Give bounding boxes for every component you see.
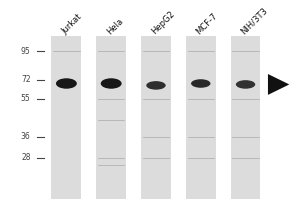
Text: 28: 28 — [21, 153, 31, 162]
Text: MCF-7: MCF-7 — [194, 11, 219, 36]
Ellipse shape — [56, 78, 77, 89]
Text: 95: 95 — [21, 47, 31, 56]
Text: Jurkat: Jurkat — [60, 12, 84, 36]
Bar — [141, 36, 171, 199]
Text: 55: 55 — [21, 94, 31, 103]
Text: 72: 72 — [21, 75, 31, 84]
Ellipse shape — [146, 81, 166, 90]
Bar — [186, 36, 216, 199]
Bar — [52, 36, 81, 199]
Text: Hela: Hela — [105, 16, 125, 36]
Text: 36: 36 — [21, 132, 31, 141]
Bar — [231, 36, 260, 199]
Ellipse shape — [101, 78, 122, 89]
Ellipse shape — [236, 80, 255, 89]
Text: NIH/3T3: NIH/3T3 — [239, 6, 269, 36]
Bar — [96, 36, 126, 199]
Text: HepG2: HepG2 — [150, 9, 176, 36]
Ellipse shape — [191, 79, 211, 88]
Polygon shape — [268, 74, 289, 95]
